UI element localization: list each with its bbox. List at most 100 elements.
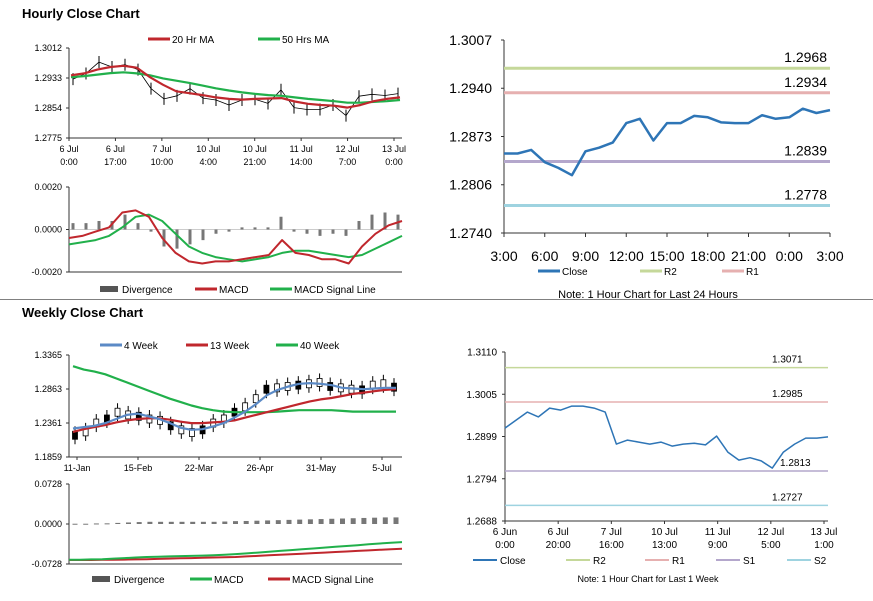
weekly-price-x-tick-label: 22-Mar bbox=[185, 463, 214, 473]
hourly-price-x-tick-label: 4:00 bbox=[200, 157, 218, 167]
weekly-section-title: Weekly Close Chart bbox=[22, 305, 144, 320]
weekly-1w-x-tick-label: 0:00 bbox=[495, 540, 515, 551]
section-divider bbox=[0, 299, 873, 300]
level-label-r1: 1.2934 bbox=[784, 74, 827, 90]
level-label-s1: 1.2839 bbox=[784, 142, 827, 158]
weekly-1w-x-tick-label: 12 Jul bbox=[757, 527, 784, 538]
weekly-divergence-bar bbox=[83, 523, 89, 525]
weekly-macd-line bbox=[69, 541, 403, 561]
weekly-divergence-bar bbox=[104, 523, 110, 525]
weekly-price-y-tick-label: 1.3365 bbox=[34, 350, 62, 360]
weekly-1w-x-tick-label: 5:00 bbox=[761, 540, 781, 551]
weekly-level-label-r1: 1.2985 bbox=[772, 389, 803, 400]
hourly-macd-line bbox=[68, 209, 403, 265]
hourly-price-y-tick-label: 1.3012 bbox=[34, 43, 62, 53]
hourly-price-x-tick-label: 21:00 bbox=[243, 157, 266, 167]
weekly-candle-body bbox=[380, 379, 387, 389]
weekly-1w-x-tick-label: 10 Jul bbox=[651, 527, 678, 538]
weekly-candle-body bbox=[135, 411, 142, 421]
hourly-divergence-legend-swatch bbox=[100, 286, 118, 292]
weekly-candle-body bbox=[189, 428, 195, 437]
weekly-candle-body bbox=[252, 394, 259, 404]
weekly-price-y-tick-label: 1.2361 bbox=[34, 418, 62, 428]
weekly-divergence-bar bbox=[318, 519, 324, 524]
hourly-24h-x-tick-label: 0:00 bbox=[776, 248, 803, 264]
weekly-price-x-tick-label: 11-Jan bbox=[64, 463, 91, 473]
hourly-24h-y-tick-label: 1.2806 bbox=[449, 177, 492, 193]
weekly-1w-x-tick-label: 13:00 bbox=[652, 540, 677, 551]
hourly-price-x-tick-label: 10 Jul bbox=[196, 144, 220, 154]
hourly-ma20-line bbox=[70, 64, 401, 109]
hourly-price-x-tick-label: 12 Jul bbox=[336, 144, 360, 154]
weekly-divergence-bar bbox=[286, 519, 292, 524]
hourly-24h-y-tick-label: 1.3007 bbox=[449, 32, 492, 48]
hourly-price-x-tick-label: 6 Jul bbox=[106, 144, 125, 154]
weekly-4w-line bbox=[72, 382, 396, 431]
weekly-40w-line bbox=[72, 365, 396, 414]
weekly-candle-body bbox=[114, 407, 121, 417]
weekly-divergence-bar bbox=[254, 520, 260, 524]
hourly-24h-x-tick-label: 3:00 bbox=[816, 248, 843, 264]
weekly-macd-y-tick-label: 0.0000 bbox=[34, 519, 62, 529]
weekly-candle-body bbox=[167, 421, 174, 431]
weekly-1w-x-tick-label: 9:00 bbox=[708, 540, 728, 551]
weekly-macd-legend-label: MACD bbox=[214, 575, 243, 586]
hourly-price-x-tick-label: 0:00 bbox=[385, 157, 403, 167]
weekly-1w-x-tick-label: 1:00 bbox=[814, 540, 834, 551]
hourly-24h-y-tick-label: 1.2940 bbox=[449, 80, 492, 96]
hourly-price-x-tick-label: 10:00 bbox=[151, 157, 174, 167]
hourly-price-y-tick-label: 1.2775 bbox=[34, 133, 62, 143]
weekly-divergence-bar bbox=[190, 521, 196, 524]
weekly-divergence-bar bbox=[265, 520, 271, 524]
hourly-price-y-tick-label: 1.2854 bbox=[34, 103, 62, 113]
weekly-divergence-bar bbox=[329, 518, 335, 524]
weekly-1w-x-tick-label: 13 Jul bbox=[811, 527, 838, 538]
hourly-macd-signal-line bbox=[68, 213, 403, 263]
weekly-divergence-bar bbox=[361, 517, 367, 524]
weekly-divergence-bar bbox=[136, 522, 142, 524]
hourly-24h-x-tick-label: 12:00 bbox=[609, 248, 644, 264]
weekly-divergence-bar bbox=[275, 520, 281, 524]
hourly-price-x-tick-label: 14:00 bbox=[290, 157, 313, 167]
weekly-1w-y-tick-label: 1.2794 bbox=[466, 474, 497, 485]
hourly-section-title: Hourly Close Chart bbox=[22, 6, 140, 21]
weekly-candle-body bbox=[316, 378, 323, 387]
weekly-price-x-tick-label: 5-Jul bbox=[372, 463, 392, 473]
hourly-24h-x-tick-label: 9:00 bbox=[572, 248, 599, 264]
hourly-macd-y-tick-label: 0.0000 bbox=[34, 225, 62, 235]
weekly-1w-legend-label: R2 bbox=[593, 556, 606, 567]
hourly-price-x-tick-label: 7:00 bbox=[339, 157, 357, 167]
hourly-price-x-tick-label: 11 Jul bbox=[289, 144, 312, 154]
weekly-1w-y-tick-label: 1.2899 bbox=[466, 432, 497, 443]
hourly-24h-close-legend-label: Close bbox=[562, 267, 588, 278]
weekly-candle-body bbox=[178, 425, 185, 435]
hourly-price-y-tick-label: 1.2933 bbox=[34, 73, 62, 83]
weekly-1w-close-line bbox=[504, 405, 829, 469]
weekly-price-y-tick-label: 1.2863 bbox=[34, 384, 62, 394]
weekly-price-x-tick-label: 15-Feb bbox=[124, 463, 153, 473]
weekly-divergence-bar bbox=[222, 521, 228, 524]
weekly-divergence-bar bbox=[158, 521, 164, 524]
weekly-1w-x-tick-label: 6 Jul bbox=[548, 527, 569, 538]
hourly-24h-y-tick-label: 1.2873 bbox=[449, 128, 492, 144]
hourly-price-x-tick-label: 17:00 bbox=[104, 157, 127, 167]
weekly-divergence-bar bbox=[93, 523, 99, 525]
weekly-price-y-tick-label: 1.1859 bbox=[34, 452, 62, 462]
weekly-divergence-bar bbox=[340, 518, 345, 524]
weekly-divergence-bar bbox=[211, 521, 217, 524]
hourly-macd-legend-label: MACD bbox=[219, 285, 248, 296]
weekly-macd-y-tick-label: -0.0728 bbox=[31, 559, 62, 569]
hourly-24h-x-tick-label: 21:00 bbox=[731, 248, 766, 264]
hourly-24h-x-tick-label: 15:00 bbox=[649, 248, 684, 264]
weekly-divergence-bar bbox=[72, 523, 78, 525]
weekly-level-label-r2: 1.3071 bbox=[772, 355, 803, 366]
weekly-divergence-bar bbox=[382, 517, 388, 524]
weekly-13w-line bbox=[72, 388, 397, 433]
hourly-price-x-tick-label: 0:00 bbox=[60, 157, 78, 167]
weekly-divergence-bar bbox=[393, 517, 399, 524]
weekly-divergence-bar bbox=[126, 522, 131, 524]
hourly-24h-note: Note: 1 Hour Chart for Last 24 Hours bbox=[558, 289, 738, 301]
hourly-macd-y-tick-label: -0.0020 bbox=[31, 267, 62, 277]
weekly-1w-x-tick-label: 6 Jun bbox=[493, 527, 517, 538]
hourly-24h-close-line bbox=[504, 107, 831, 177]
